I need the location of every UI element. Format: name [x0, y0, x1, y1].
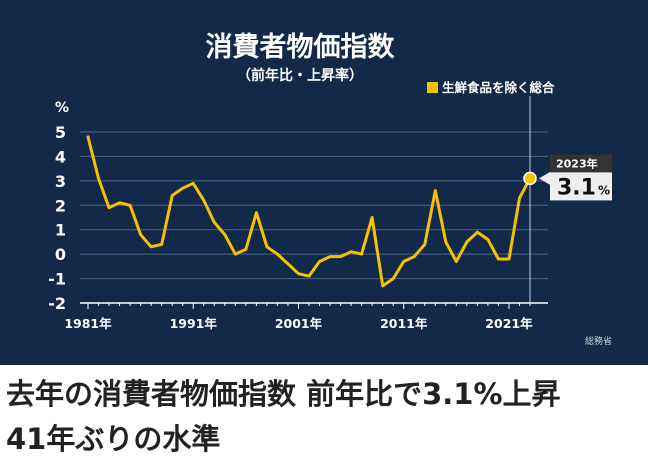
callout-value: 3.1% — [557, 175, 610, 200]
x-tick-label: 2021年 — [485, 316, 533, 331]
x-tick-labels: 1981年 1991年 2001年 2011年 2021年 — [64, 316, 533, 331]
latest-value-callout: 2023年 3.1% — [539, 154, 612, 201]
y-tick-label: 3 — [55, 172, 66, 191]
legend-label: 生鮮食品を除く総合 — [442, 80, 555, 95]
chart-subtitle: （前年比・上昇率） — [237, 67, 363, 84]
y-tick-label: 1 — [55, 221, 66, 240]
chart-background — [0, 0, 648, 365]
callout-year-header — [550, 154, 612, 173]
headline-line-1: 去年の消費者物価指数 前年比で3.1%上昇 — [6, 377, 561, 411]
callout-pointer — [539, 171, 551, 186]
series-line — [86, 135, 532, 288]
y-tick-label: -2 — [48, 294, 66, 313]
source-label: 総務省 — [585, 335, 612, 347]
y-tick-label: 5 — [55, 123, 66, 142]
y-tick-label: 2 — [55, 196, 66, 215]
y-axis-unit: % — [55, 100, 69, 116]
x-tick-label: 2001年 — [275, 316, 323, 331]
series-layer — [86, 135, 537, 288]
y-tick-label: 4 — [55, 147, 66, 166]
article-headline: 去年の消費者物価指数 前年比で3.1%上昇 41年ぶりの水準 — [6, 372, 646, 462]
x-tick-label: 2011年 — [380, 316, 428, 331]
x-tick-label: 1991年 — [170, 316, 218, 331]
x-tick-label: 1981年 — [64, 316, 112, 331]
cpi-line-chart: 消費者物価指数 （前年比・上昇率） 生鮮食品を除く総合 % 5 4 3 2 1 0 -1 -2… — [0, 0, 648, 365]
axes — [80, 96, 548, 309]
callout-value-box — [550, 172, 612, 201]
legend-swatch — [427, 82, 438, 93]
y-tick-label: 0 — [55, 245, 66, 264]
headline-line-2: 41年ぶりの水準 — [6, 422, 221, 456]
callout-value-unit: % — [598, 183, 610, 197]
callout-year-label: 2023年 — [556, 156, 598, 170]
y-tick-label: -1 — [48, 270, 66, 289]
latest-data-point — [523, 171, 537, 186]
grid-lines — [80, 131, 548, 280]
callout-value-number: 3.1 — [557, 175, 596, 200]
y-tick-labels: 5 4 3 2 1 0 -1 -2 — [48, 123, 66, 313]
chart-title: 消費者物価指数 — [206, 32, 396, 63]
